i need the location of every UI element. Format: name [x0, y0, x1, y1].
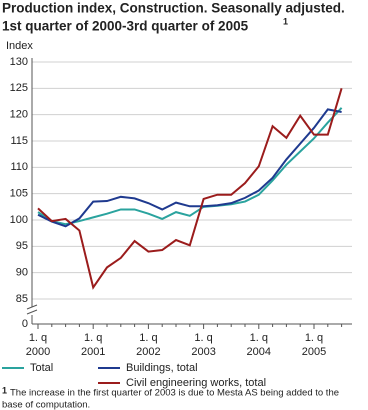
y-tick-label: 100 — [10, 214, 28, 226]
y-tick-label: 115 — [10, 135, 28, 147]
footnote-marker: 1 — [2, 385, 7, 395]
y-axis-label: Index — [6, 40, 33, 52]
x-tick-label: 1. q — [84, 332, 102, 344]
x-tick-label: 1. q — [250, 332, 268, 344]
y-tick-label: 105 — [10, 188, 28, 200]
title-marker: 1 — [283, 16, 288, 26]
y-tick-label: 95 — [16, 240, 28, 252]
x-tick-label: 1. q — [139, 332, 157, 344]
footnote: The increase in the first quarter of 200… — [10, 388, 339, 399]
chart-title: 1st quarter of 2000-3rd quarter of 2005 — [2, 19, 249, 34]
y-tick-label: 0 — [22, 318, 28, 330]
legend-label: Buildings, total — [126, 362, 198, 374]
x-tick-label: 2000 — [26, 346, 50, 358]
x-tick-label: 2002 — [136, 346, 160, 358]
axis-break — [26, 304, 38, 315]
y-tick-label: 90 — [16, 267, 28, 279]
legend-label: Civil engineering works, total — [126, 377, 266, 389]
legend-label: Total — [30, 362, 53, 374]
y-tick-label: 125 — [10, 82, 28, 94]
x-tick-label: 2005 — [302, 346, 326, 358]
x-tick-label: 1. q — [29, 332, 47, 344]
x-tick-label: 2004 — [247, 346, 271, 358]
x-tick-label: 1. q — [305, 332, 323, 344]
footnote: base of computation. — [2, 400, 90, 410]
x-tick-label: 2001 — [81, 346, 105, 358]
y-tick-label: 85 — [16, 293, 28, 305]
data-line — [37, 88, 343, 290]
data-line — [37, 108, 342, 228]
y-tick-label: 130 — [10, 56, 28, 68]
chart-title: Production index, Construction. Seasonal… — [2, 1, 345, 16]
y-tick-label: 110 — [10, 161, 28, 173]
data-line — [37, 107, 343, 226]
y-tick-label: 120 — [10, 109, 28, 121]
x-tick-label: 1. q — [194, 332, 212, 344]
x-tick-label: 2003 — [191, 346, 215, 358]
